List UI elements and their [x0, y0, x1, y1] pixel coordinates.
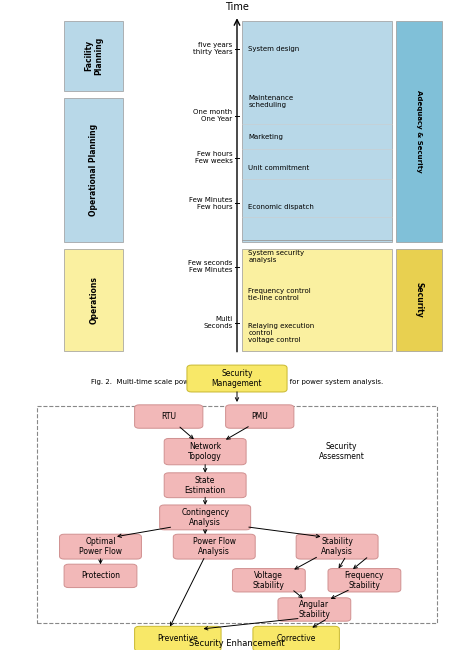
Text: Stability
Analysis: Stability Analysis — [321, 537, 353, 556]
Text: Network
Topology: Network Topology — [188, 442, 222, 461]
Text: System design: System design — [248, 46, 300, 52]
Text: One month
One Year: One month One Year — [193, 109, 232, 122]
FancyBboxPatch shape — [160, 505, 251, 530]
Text: Relaying execution
control
voltage control: Relaying execution control voltage contr… — [248, 323, 315, 344]
FancyBboxPatch shape — [164, 473, 246, 497]
FancyBboxPatch shape — [296, 534, 378, 559]
Text: Adequacy & Security: Adequacy & Security — [416, 90, 422, 173]
Text: Preventive: Preventive — [157, 634, 198, 643]
Text: Frequency
Stability: Frequency Stability — [345, 570, 384, 590]
FancyBboxPatch shape — [396, 20, 442, 242]
Text: Voltage
Stability: Voltage Stability — [253, 570, 285, 590]
Text: Security
Assessment: Security Assessment — [319, 442, 365, 461]
FancyBboxPatch shape — [278, 598, 351, 622]
Text: Security Enhancement: Security Enhancement — [189, 639, 285, 648]
Text: Security
Management: Security Management — [212, 369, 262, 388]
Text: Operations: Operations — [89, 276, 98, 324]
Text: Economic dispatch: Economic dispatch — [248, 204, 314, 210]
Text: Marketing: Marketing — [248, 133, 283, 140]
Text: Unit commitment: Unit commitment — [248, 166, 310, 171]
FancyBboxPatch shape — [187, 365, 287, 392]
FancyBboxPatch shape — [232, 568, 305, 592]
Text: Power Flow
Analysis: Power Flow Analysis — [193, 537, 236, 556]
FancyBboxPatch shape — [64, 20, 123, 91]
FancyBboxPatch shape — [164, 438, 246, 464]
Text: Fig. 2.  Multi-time scale power system dynamics needed for power system analysis: Fig. 2. Multi-time scale power system dy… — [91, 379, 383, 385]
FancyBboxPatch shape — [173, 534, 255, 559]
FancyBboxPatch shape — [242, 249, 392, 351]
Text: five years
thirty Years: five years thirty Years — [193, 42, 232, 55]
Text: Few seconds
Few Minutes: Few seconds Few Minutes — [188, 260, 232, 273]
Text: Angular
Stability: Angular Stability — [299, 600, 330, 619]
Text: Frequency control
tie-line control: Frequency control tie-line control — [248, 288, 311, 302]
Text: Contingency
Analysis: Contingency Analysis — [181, 508, 229, 527]
FancyBboxPatch shape — [64, 98, 123, 242]
Text: Protection: Protection — [81, 572, 120, 580]
FancyBboxPatch shape — [226, 405, 294, 428]
FancyBboxPatch shape — [135, 405, 203, 428]
FancyBboxPatch shape — [328, 568, 401, 592]
FancyBboxPatch shape — [253, 626, 339, 651]
Text: Multi
Seconds: Multi Seconds — [203, 317, 232, 329]
Text: System security
analysis: System security analysis — [248, 250, 304, 263]
Text: Optimal
Power Flow: Optimal Power Flow — [79, 537, 122, 556]
Text: Operational Planning: Operational Planning — [89, 124, 98, 216]
FancyBboxPatch shape — [135, 626, 221, 651]
FancyBboxPatch shape — [242, 20, 392, 242]
FancyBboxPatch shape — [396, 249, 442, 351]
Text: Corrective: Corrective — [276, 634, 316, 643]
Text: State
Estimation: State Estimation — [184, 476, 226, 495]
Text: Time: Time — [225, 2, 249, 12]
FancyBboxPatch shape — [64, 564, 137, 587]
FancyBboxPatch shape — [60, 534, 141, 559]
Text: Maintenance
scheduling: Maintenance scheduling — [248, 95, 293, 108]
Text: RTU: RTU — [161, 412, 176, 421]
Text: Few Minutes
Few hours: Few Minutes Few hours — [189, 197, 232, 210]
FancyBboxPatch shape — [64, 249, 123, 351]
Text: Security: Security — [415, 283, 423, 318]
Text: Facility
Planning: Facility Planning — [84, 37, 103, 75]
Text: PMU: PMU — [251, 412, 268, 421]
Text: Few hours
Few weeks: Few hours Few weeks — [194, 151, 232, 164]
